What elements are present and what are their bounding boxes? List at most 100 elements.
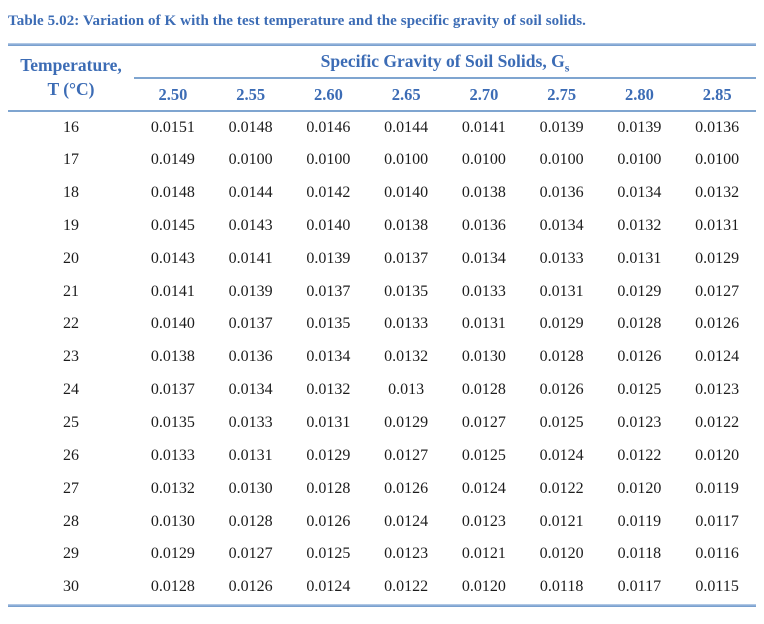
k-value-cell: 0.0123: [384, 545, 429, 563]
k-value-cell: 0.0128: [228, 512, 273, 530]
group-header-text: Specific Gravity of Soil Solids, G: [320, 50, 565, 71]
temperature-cell: 16: [63, 118, 79, 136]
k-value-cell: 0.0141: [461, 118, 506, 136]
k-value-cell: 0.0126: [695, 315, 740, 333]
k-value-cell: 0.0120: [461, 578, 506, 596]
temperature-column-header: Temperature, T (°C): [8, 46, 134, 112]
k-value-cell: 0.0129: [306, 446, 351, 464]
k-value-cell: 0.0144: [384, 118, 429, 136]
k-value-cell: 0.0128: [617, 315, 662, 333]
k-value-cell: 0.0149: [150, 151, 195, 169]
k-value-cell: 0.0133: [384, 315, 429, 333]
k-value-cell: 0.0129: [150, 545, 195, 563]
temperature-cell: 20: [63, 249, 79, 267]
k-value-cell: 0.0131: [695, 216, 740, 234]
k-value-cell: 0.0122: [384, 578, 429, 596]
k-value-cell: 0.0132: [695, 184, 740, 202]
table-row: 29 0.0129 0.0127 0.0125 0.0123 0.0121 0.0120 0.…: [8, 538, 756, 571]
k-value-cell: 0.0134: [461, 249, 506, 267]
k-value-cell: 0.0140: [306, 216, 351, 234]
table-row: 23 0.0138 0.0136 0.0134 0.0132 0.0130 0.0128 0.…: [8, 341, 756, 374]
k-value-cell: 0.0135: [306, 315, 351, 333]
k-value-cell: 0.0130: [150, 512, 195, 530]
k-value-cell: 0.0125: [617, 381, 662, 399]
k-value-cell: 0.0121: [539, 512, 584, 530]
k-value-cell: 0.0137: [384, 249, 429, 267]
column-header-270: 2.70: [445, 78, 523, 112]
k-value-cell: 0.0139: [539, 118, 584, 136]
temperature-cell: 24: [63, 381, 79, 399]
k-value-cell: 0.0124: [384, 512, 429, 530]
k-value-cell: 0.0130: [461, 348, 506, 366]
k-value-cell: 0.0128: [150, 578, 195, 596]
k-value-cell: 0.0116: [695, 545, 739, 563]
k-value-cell: 0.0136: [539, 184, 584, 202]
k-value-cell: 0.0135: [384, 282, 429, 300]
table-caption: Table 5.02: Variation of K with the test…: [8, 13, 587, 29]
k-value-cell: 0.0133: [228, 414, 273, 432]
k-value-cell: 0.0148: [150, 184, 195, 202]
column-header-255: 2.55: [211, 78, 290, 112]
k-value-cell: 0.0100: [228, 151, 273, 169]
k-value-cell: 0.0126: [228, 578, 273, 596]
k-value-cell: 0.0138: [150, 348, 195, 366]
k-value-cell: 0.0118: [539, 578, 584, 596]
k-value-cell: 0.0125: [306, 545, 351, 563]
column-header-265: 2.65: [367, 78, 445, 112]
k-value-cell: 0.0134: [617, 184, 662, 202]
k-value-cell: 0.0129: [384, 414, 429, 432]
k-value-cell: 0.0122: [617, 446, 662, 464]
k-value-cell: 0.0134: [228, 381, 273, 399]
k-value-cell: 0.0127: [695, 282, 740, 300]
k-value-cell: 0.0119: [617, 512, 662, 530]
k-value-cell: 0.0134: [539, 216, 584, 234]
k-value-cell: 0.0137: [306, 282, 351, 300]
temperature-cell: 21: [63, 282, 79, 300]
k-value-cell: 0.0130: [228, 479, 273, 497]
k-value-cell: 0.0120: [539, 545, 584, 563]
k-value-cell: 0.0137: [228, 315, 273, 333]
k-value-cell: 0.0138: [384, 216, 429, 234]
k-value-cell: 0.0138: [461, 184, 506, 202]
k-value-cell: 0.0137: [150, 381, 195, 399]
k-value-cell: 0.0135: [150, 414, 195, 432]
k-value-cell: 0.0125: [461, 446, 506, 464]
k-value-cell: 0.0121: [461, 545, 506, 563]
k-value-cell: 0.0100: [306, 151, 351, 169]
k-value-cell: 0.0100: [384, 151, 429, 169]
k-value-cell: 0.0143: [150, 249, 195, 267]
k-value-cell: 0.0129: [617, 282, 662, 300]
k-value-cell: 0.0124: [695, 348, 740, 366]
temperature-cell: 27: [63, 479, 79, 497]
k-value-cell: 0.0128: [306, 479, 351, 497]
k-value-cell: 0.0129: [695, 249, 740, 267]
column-header-260: 2.60: [289, 78, 368, 112]
k-value-cell: 0.0118: [617, 545, 662, 563]
k-value-cell: 0.0127: [228, 545, 273, 563]
k-value-cell: 0.0136: [228, 348, 273, 366]
k-value-cell: 0.0129: [539, 315, 584, 333]
k-value-cell: 0.0117: [695, 512, 739, 530]
k-value-cell: 0.0120: [695, 446, 740, 464]
table-body: 16 0.0151 0.0148 0.0146 0.0144 0.0141 0.0139 0.…: [8, 111, 756, 604]
column-header-285: 2.85: [678, 78, 756, 112]
k-value-cell: 0.0120: [617, 479, 662, 497]
temperature-cell: 17: [63, 151, 79, 169]
k-value-cell: 0.0145: [150, 216, 195, 234]
k-value-cell: 0.0126: [306, 512, 351, 530]
k-value-cell: 0.0132: [617, 216, 662, 234]
k-value-cell: 0.0132: [384, 348, 429, 366]
k-value-cell: 0.0139: [617, 118, 662, 136]
specific-gravity-group-header: Specific Gravity of Soil Solids, Gs: [134, 46, 756, 79]
table-row: 25 0.0135 0.0133 0.0131 0.0129 0.0127 0.0125 0.…: [8, 407, 756, 440]
k-value-cell: 0.0123: [617, 414, 662, 432]
k-value-cell: 0.0143: [228, 216, 273, 234]
k-value-cell: 0.0100: [695, 151, 740, 169]
temperature-cell: 18: [63, 184, 79, 202]
k-value-cell: 0.0140: [150, 315, 195, 333]
k-value-cell: 0.0131: [539, 282, 584, 300]
k-value-cell: 0.0124: [306, 578, 351, 596]
k-value-cell: 0.0151: [150, 118, 195, 136]
k-value-cell: 0.0131: [306, 414, 351, 432]
